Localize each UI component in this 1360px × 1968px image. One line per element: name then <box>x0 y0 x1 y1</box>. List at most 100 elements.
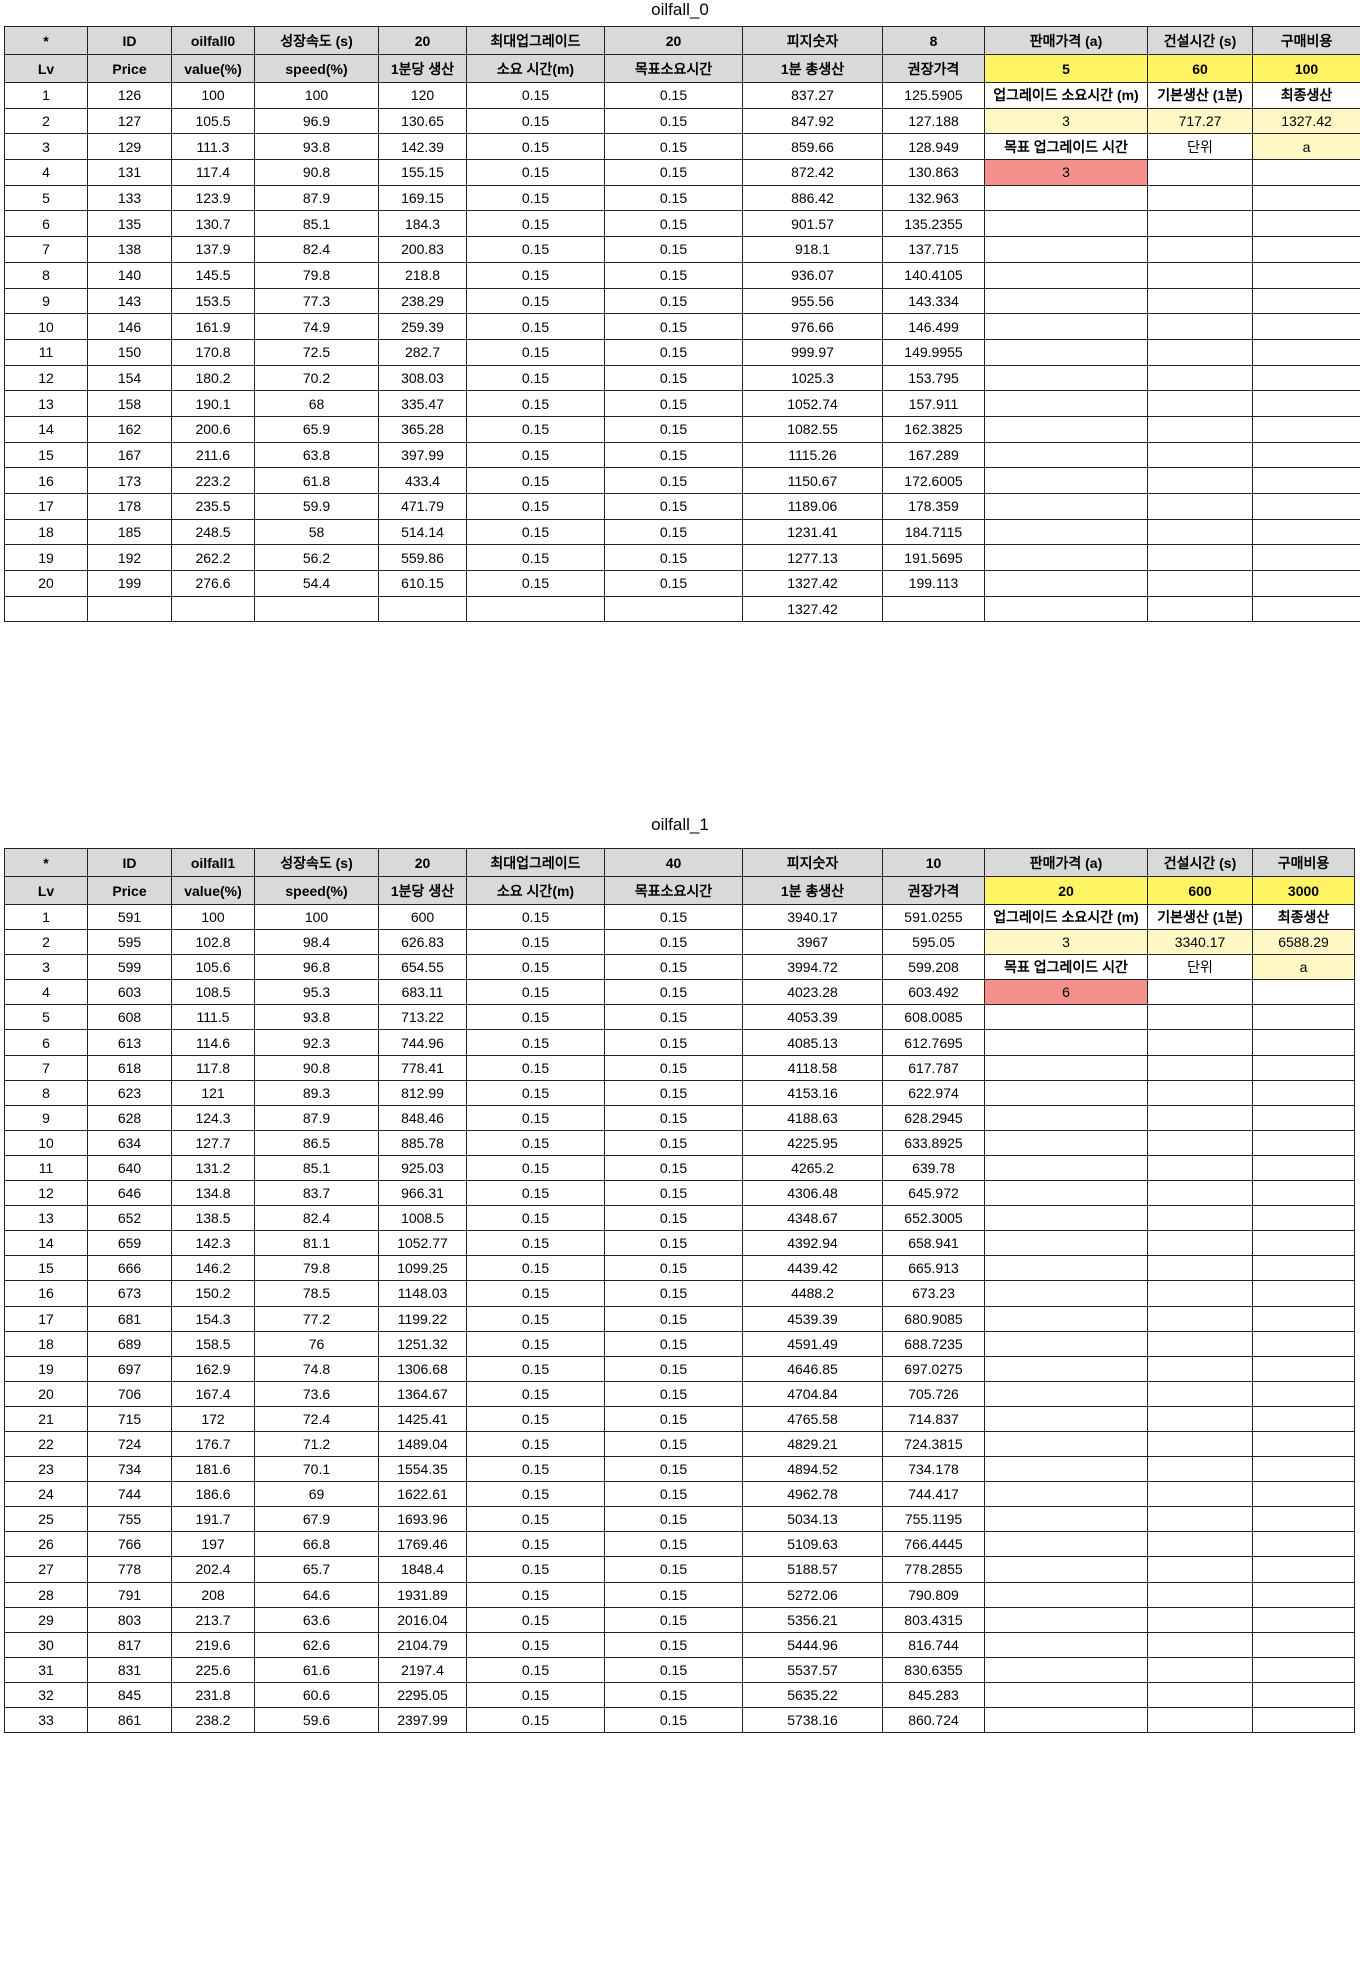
data-cell[interactable]: 654.55 <box>378 954 467 981</box>
empty-cell[interactable] <box>1252 1129 1355 1156</box>
side-value-cell[interactable]: 3 <box>984 107 1148 135</box>
data-cell[interactable]: 0.15 <box>466 287 605 315</box>
data-cell[interactable]: 87.9 <box>254 1104 379 1131</box>
data-cell[interactable]: 0.15 <box>466 1054 605 1081</box>
data-cell[interactable]: 85.1 <box>254 210 379 238</box>
data-cell[interactable]: 13 <box>4 1205 88 1232</box>
data-cell[interactable]: 0.15 <box>466 1706 605 1734</box>
data-cell[interactable]: 1 <box>4 903 88 931</box>
data-cell[interactable]: 778.41 <box>378 1054 467 1081</box>
empty-cell[interactable] <box>1252 159 1360 186</box>
empty-cell[interactable] <box>1147 415 1253 443</box>
data-cell[interactable]: 15 <box>4 441 88 469</box>
data-cell[interactable]: 860.724 <box>882 1706 985 1734</box>
data-cell[interactable]: 167 <box>87 441 172 469</box>
data-cell[interactable]: 1693.96 <box>378 1506 467 1533</box>
data-cell[interactable]: 0.15 <box>466 903 605 931</box>
data-cell[interactable]: 0.15 <box>466 390 605 417</box>
data-cell[interactable]: 830.6355 <box>882 1656 985 1683</box>
empty-cell[interactable] <box>1252 595 1360 623</box>
empty-cell[interactable] <box>1252 1531 1355 1558</box>
data-cell[interactable]: 2397.99 <box>378 1706 467 1734</box>
data-cell[interactable]: 180.2 <box>171 364 255 392</box>
empty-cell[interactable] <box>1147 1230 1253 1257</box>
empty-cell[interactable] <box>1147 1681 1253 1709</box>
data-cell[interactable]: 87.9 <box>254 184 379 212</box>
data-cell[interactable]: 0.15 <box>604 364 743 392</box>
data-cell[interactable]: 755 <box>87 1506 172 1533</box>
empty-cell[interactable] <box>1252 1154 1355 1182</box>
config-value-cell[interactable]: 3000 <box>1252 876 1355 905</box>
empty-cell[interactable] <box>1147 1154 1253 1182</box>
data-cell[interactable]: 167.4 <box>171 1380 255 1407</box>
empty-cell[interactable] <box>984 1305 1148 1332</box>
empty-cell[interactable] <box>1252 261 1360 289</box>
data-cell[interactable]: 29 <box>4 1606 88 1633</box>
data-cell[interactable]: 170.8 <box>171 338 255 366</box>
data-cell[interactable]: 724 <box>87 1430 172 1458</box>
data-cell[interactable]: 82.4 <box>254 236 379 263</box>
empty-cell[interactable] <box>1252 1330 1355 1357</box>
data-cell[interactable]: 137.715 <box>882 236 985 263</box>
data-cell[interactable]: 0.15 <box>604 1330 743 1357</box>
data-cell[interactable]: 1052.77 <box>378 1230 467 1257</box>
data-cell[interactable]: 33 <box>4 1706 88 1734</box>
data-cell[interactable]: 966.31 <box>378 1180 467 1207</box>
empty-cell[interactable] <box>984 210 1148 238</box>
data-cell[interactable]: 4488.2 <box>742 1280 883 1307</box>
data-cell[interactable]: 0.15 <box>466 1180 605 1207</box>
data-cell[interactable]: 11 <box>4 1154 88 1182</box>
empty-cell[interactable] <box>1147 1430 1253 1458</box>
empty-cell[interactable] <box>1147 1380 1253 1407</box>
data-cell[interactable]: 0.15 <box>466 1606 605 1633</box>
data-cell[interactable] <box>604 595 743 623</box>
data-cell[interactable]: 397.99 <box>378 441 467 469</box>
data-cell[interactable]: 0.15 <box>466 1430 605 1458</box>
data-cell[interactable]: 778 <box>87 1556 172 1583</box>
data-cell[interactable]: 202.4 <box>171 1556 255 1583</box>
empty-cell[interactable] <box>984 1029 1148 1056</box>
data-cell[interactable]: 22 <box>4 1430 88 1458</box>
side-value-cell[interactable]: 3340.17 <box>1147 929 1253 956</box>
data-cell[interactable]: 85.1 <box>254 1154 379 1182</box>
empty-cell[interactable] <box>1252 1380 1355 1407</box>
empty-cell[interactable] <box>984 338 1148 366</box>
data-cell[interactable]: 169.15 <box>378 184 467 212</box>
data-cell[interactable]: 471.79 <box>378 493 467 520</box>
data-cell[interactable] <box>87 595 172 623</box>
data-cell[interactable]: 617.787 <box>882 1054 985 1081</box>
empty-cell[interactable] <box>984 1656 1148 1683</box>
data-cell[interactable]: 0.15 <box>466 1280 605 1307</box>
data-cell[interactable]: 135.2355 <box>882 210 985 238</box>
empty-cell[interactable] <box>1252 236 1360 263</box>
data-cell[interactable]: 0.15 <box>466 954 605 981</box>
data-cell[interactable]: 4348.67 <box>742 1205 883 1232</box>
data-cell[interactable]: 131 <box>87 159 172 186</box>
data-cell[interactable]: 610.15 <box>378 570 467 597</box>
data-cell[interactable]: 100 <box>171 903 255 931</box>
data-cell[interactable]: 127 <box>87 107 172 135</box>
data-cell[interactable]: 9 <box>4 287 88 315</box>
empty-cell[interactable] <box>984 595 1148 623</box>
data-cell[interactable]: 26 <box>4 1531 88 1558</box>
data-cell[interactable]: 4765.58 <box>742 1405 883 1432</box>
data-cell[interactable]: 6 <box>4 210 88 238</box>
empty-cell[interactable] <box>984 1456 1148 1483</box>
data-cell[interactable]: 3994.72 <box>742 954 883 981</box>
data-cell[interactable]: 158.5 <box>171 1330 255 1357</box>
data-cell[interactable]: 1327.42 <box>742 595 883 623</box>
data-cell[interactable]: 335.47 <box>378 390 467 417</box>
data-cell[interactable]: 0.15 <box>604 1631 743 1658</box>
data-cell[interactable]: 0.15 <box>604 1481 743 1508</box>
data-cell[interactable]: 67.9 <box>254 1506 379 1533</box>
empty-cell[interactable] <box>1252 467 1360 494</box>
data-cell[interactable]: 1 <box>4 82 88 109</box>
data-cell[interactable]: 158 <box>87 390 172 417</box>
data-cell[interactable]: 162 <box>87 415 172 443</box>
empty-cell[interactable] <box>984 1004 1148 1031</box>
data-cell[interactable]: 12 <box>4 1180 88 1207</box>
data-cell[interactable]: 628 <box>87 1104 172 1131</box>
data-cell[interactable]: 0.15 <box>604 1079 743 1106</box>
data-cell[interactable]: 0.15 <box>604 544 743 572</box>
data-cell[interactable]: 73.6 <box>254 1380 379 1407</box>
